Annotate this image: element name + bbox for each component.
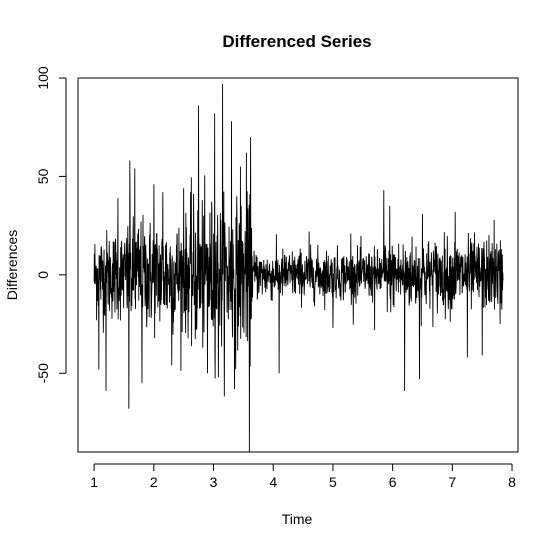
x-tick-label: 5	[329, 474, 337, 490]
x-axis-label: Time	[282, 511, 313, 527]
x-tick-label: 8	[508, 474, 516, 490]
chart-title: Differenced Series	[222, 32, 371, 51]
series-line	[93, 83, 504, 453]
x-tick-label: 1	[90, 474, 98, 490]
series-line-layer	[93, 83, 504, 453]
x-tick-label: 2	[150, 474, 158, 490]
y-tick-label: 50	[35, 168, 51, 184]
y-tick-label: 0	[35, 271, 51, 279]
y-tick-label: 100	[35, 66, 51, 90]
y-tick-label: -50	[35, 363, 51, 383]
x-tick-label: 3	[210, 474, 218, 490]
x-tick-label: 4	[269, 474, 277, 490]
x-axis: 1 2 3 4 5 6 7 8	[90, 463, 516, 490]
x-tick-label: 7	[448, 474, 456, 490]
plot-frame	[77, 77, 519, 453]
x-tick-label: 6	[389, 474, 397, 490]
y-axis-label: Differences	[4, 230, 20, 301]
y-axis: -50 0 50 100	[35, 66, 67, 383]
